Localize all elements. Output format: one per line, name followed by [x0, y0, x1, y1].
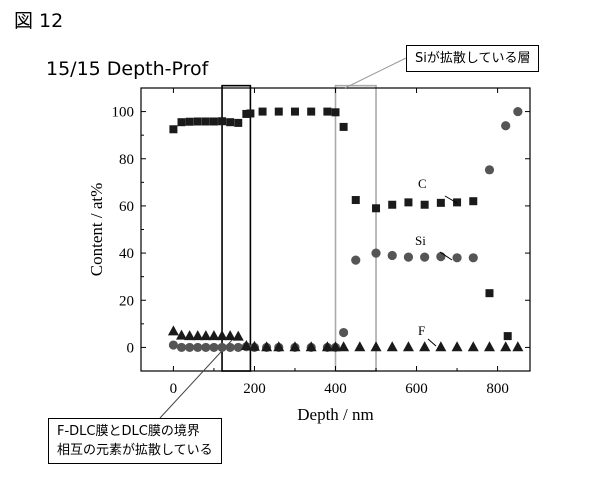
data-point-c [186, 118, 194, 126]
y-tick-label: 80 [119, 152, 134, 168]
y-tick-label: 100 [112, 105, 135, 121]
data-point-f [419, 341, 430, 351]
dlc-boundary-text-line1: F-DLC膜とDLC膜の境界 [57, 422, 213, 441]
data-point-si [169, 340, 178, 349]
x-axis-label: Depth / nm [297, 405, 374, 424]
data-point-c [169, 125, 177, 133]
data-point-f [233, 331, 244, 341]
data-point-f [452, 341, 463, 351]
data-point-si [339, 328, 348, 337]
data-point-c [504, 332, 512, 340]
data-point-c [234, 119, 242, 127]
data-point-f [403, 341, 414, 351]
series-label-arrow [428, 339, 436, 346]
data-point-f [354, 341, 365, 351]
data-point-c [352, 196, 360, 204]
data-point-c [404, 198, 412, 206]
si-callout-leader [345, 58, 406, 88]
y-tick-label: 40 [119, 246, 134, 262]
series-label-f: F [418, 323, 425, 338]
data-point-f [500, 341, 511, 351]
data-point-c [421, 201, 429, 209]
data-point-c [469, 197, 477, 205]
highlight-box-1 [222, 86, 250, 371]
dlc-boundary-text-line2: 相互の元素が拡散している [57, 441, 213, 460]
data-point-si [469, 253, 478, 262]
data-point-f [168, 325, 179, 335]
data-point-c [218, 117, 226, 125]
data-point-f [484, 341, 495, 351]
data-point-si [371, 248, 380, 257]
x-tick-label: 800 [486, 381, 509, 397]
data-point-si [436, 252, 445, 261]
data-point-si [234, 343, 243, 352]
data-point-si [420, 252, 429, 261]
data-point-si [209, 343, 218, 352]
data-point-si [193, 343, 202, 352]
data-point-c [323, 108, 331, 116]
series-c [169, 108, 511, 341]
data-point-f [512, 341, 523, 351]
data-point-c [202, 117, 210, 125]
highlight-boxes [222, 86, 376, 371]
data-point-c [246, 109, 254, 117]
data-point-c [332, 108, 340, 116]
data-point-c [453, 198, 461, 206]
data-point-si [388, 251, 397, 260]
si-diffusion-text: Siが拡散している層 [415, 51, 530, 66]
data-point-c [291, 108, 299, 116]
dlc-boundary-callout: F-DLC膜とDLC膜の境界 相互の元素が拡散している [48, 418, 222, 464]
data-point-c [210, 117, 218, 125]
data-point-si [185, 343, 194, 352]
series-label-c: C [418, 176, 427, 191]
x-tick-label: 600 [405, 381, 428, 397]
data-point-si [351, 256, 360, 265]
data-point-si [485, 165, 494, 174]
axes: 0 200 400 600 800 0 20 40 60 80 100 Depth / nm Conte… [87, 88, 530, 424]
data-point-si [226, 343, 235, 352]
callout-leader-lines [160, 58, 406, 418]
x-tick-label: 0 [170, 381, 178, 397]
data-point-c [259, 108, 267, 116]
series-label-si: Si [415, 233, 426, 248]
si-diffusion-callout: Siが拡散している層 [406, 45, 539, 72]
data-point-c [340, 123, 348, 131]
data-point-f [468, 341, 479, 351]
data-point-si [404, 252, 413, 261]
y-tick-label: 20 [119, 293, 134, 309]
data-point-c [485, 289, 493, 297]
data-point-c [194, 117, 202, 125]
data-point-si [501, 121, 510, 130]
y-tick-label: 0 [127, 340, 135, 356]
data-point-c [437, 199, 445, 207]
data-point-si [217, 343, 226, 352]
data-point-si [513, 107, 522, 116]
data-point-f [371, 341, 382, 351]
data-point-c [275, 108, 283, 116]
data-point-c [178, 118, 186, 126]
y-tick-label: 60 [119, 199, 134, 215]
data-point-si [201, 343, 210, 352]
data-point-f [387, 341, 398, 351]
data-points [168, 107, 523, 352]
y-axis-label: Content / at% [87, 183, 106, 276]
data-point-si [177, 343, 186, 352]
data-point-si [452, 253, 461, 262]
data-point-c [372, 204, 380, 212]
data-point-c [307, 108, 315, 116]
data-point-c [388, 201, 396, 209]
x-tick-label: 200 [243, 381, 266, 397]
x-tick-label: 400 [324, 381, 347, 397]
data-point-c [226, 118, 234, 126]
data-point-f [435, 341, 446, 351]
